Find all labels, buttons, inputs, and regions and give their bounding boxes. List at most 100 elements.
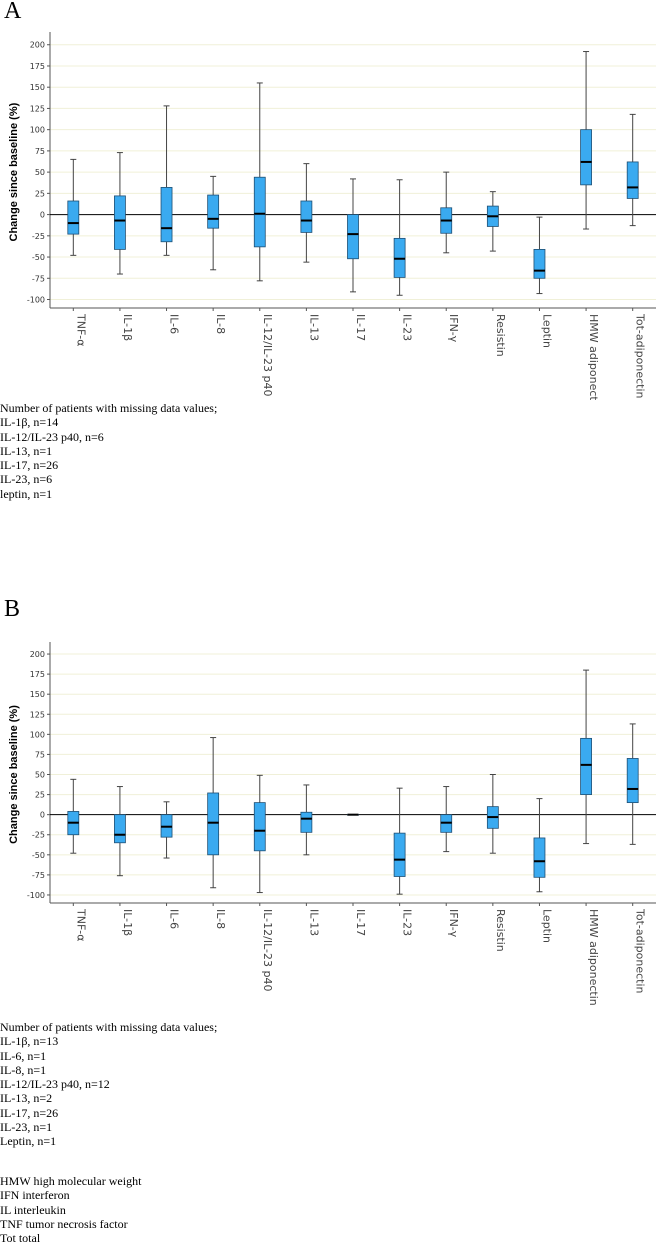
panel-letter-b: B (4, 596, 21, 622)
y-tick-label: 50 (35, 168, 45, 177)
notes-b: Number of patients with missing data val… (0, 1020, 217, 1149)
notes-b-line: IL-13, n=2 (0, 1091, 53, 1106)
box-2 (114, 152, 126, 275)
x-tick-label: Resistin (494, 314, 507, 357)
box-iqr (207, 194, 220, 229)
notes-b-line: IL-12/IL-23 p40, n=12 (0, 1077, 110, 1092)
x-tick-label: Leptin (540, 909, 553, 943)
notes-b-line: IL-6, n=1 (0, 1048, 47, 1063)
x-tick-label: IL-12/IL-23 p40 (261, 314, 274, 396)
x-tick-label: IL-13 (307, 314, 320, 341)
y-tick-label: 25 (35, 189, 45, 198)
box-iqr (114, 814, 126, 844)
box-iqr (253, 802, 266, 852)
y-tick-label: 0 (40, 211, 45, 220)
box-6 (300, 163, 313, 263)
x-tick-label: Resistin (494, 909, 507, 952)
box-10 (486, 191, 499, 252)
abbreviation-line: HMW high molecular weight (0, 1174, 142, 1188)
y-axis-label: Change since baseline (%) (8, 705, 20, 844)
notes-a-line: IL-13, n=1 (0, 443, 53, 458)
y-tick-label: 150 (30, 83, 45, 92)
box-iqr (580, 129, 592, 186)
x-tick-label: IL-1β (121, 314, 134, 341)
box-7 (347, 178, 359, 293)
box-iqr (626, 161, 639, 199)
abbreviation-line: Tot total (0, 1231, 41, 1245)
box-12 (580, 51, 592, 230)
notes-b-line: IL-17, n=26 (0, 1105, 59, 1120)
box-iqr (207, 792, 220, 856)
y-tick-label: 200 (30, 41, 45, 50)
notes-a-line: IL-1β, n=14 (0, 415, 59, 430)
box-9 (440, 786, 453, 853)
box-1 (67, 778, 80, 854)
abbreviation-line: IFN interferon (0, 1188, 70, 1203)
abbreviation-line: TNF tumor necrosis factor (0, 1216, 128, 1231)
y-tick-label: 0 (40, 811, 45, 820)
x-tick-label: IL-13 (307, 909, 320, 936)
x-tick-label: IL-12/IL-23 p40 (261, 909, 274, 991)
x-tick-label: IL-6 (168, 314, 181, 334)
box-6 (300, 784, 313, 856)
box-plot-a: -100 -75 -50 -25 0 25 50 75 100 125 150 175 200 Chang… (8, 32, 656, 400)
y-tick-label: 175 (30, 670, 45, 679)
box-iqr (580, 737, 592, 795)
y-tick-label: -50 (32, 253, 45, 262)
x-tick-label: IL-23 (401, 314, 414, 341)
notes-a-line: IL-23, n=6 (0, 472, 53, 487)
y-tick-label: 100 (30, 126, 45, 135)
x-tick-label: Tot-adiponectin (634, 908, 647, 994)
box-8 (393, 787, 406, 895)
abbreviations: HMW high molecular weight IFN interferon… (0, 1174, 141, 1245)
x-tick-label: IFN-γ (447, 314, 460, 343)
x-tick-label: IL-8 (214, 314, 227, 334)
notes-b-line: IL-1β, n=13 (0, 1034, 59, 1049)
abbreviation-line: IL interleukin (0, 1202, 66, 1217)
x-tick-label: IL-17 (354, 909, 367, 936)
notes-a-line: leptin, n=1 (0, 486, 53, 501)
y-axis-label: Change since baseline (%) (8, 102, 20, 241)
box-11 (533, 216, 546, 295)
notes-a-line: IL-12/IL-23 p40, n=6 (0, 429, 104, 444)
y-tick-label: 200 (30, 650, 45, 659)
box-4 (207, 175, 220, 271)
y-tick-label: 100 (30, 730, 45, 739)
y-tick-label: -75 (32, 871, 45, 880)
x-tick-label: IL-1β (121, 909, 134, 936)
box-8 (393, 179, 406, 296)
box-7 (347, 813, 359, 816)
box-iqr (253, 176, 266, 248)
box-iqr (393, 832, 406, 877)
y-tick-label: 125 (30, 710, 45, 719)
box-iqr (160, 187, 173, 243)
box-iqr (300, 200, 313, 233)
box-5 (253, 774, 266, 894)
box-iqr (114, 195, 126, 250)
box-4 (207, 737, 220, 889)
notes-b-line: IL-23, n=1 (0, 1120, 53, 1135)
box-iqr (67, 200, 80, 235)
y-tick-label: -50 (32, 851, 45, 860)
y-tick-label: -25 (32, 232, 45, 241)
notes-b-heading: Number of patients with missing data val… (0, 1020, 218, 1034)
x-tick-label: Tot-adiponectin (634, 313, 647, 399)
notes-a-heading: Number of patients with missing data val… (0, 401, 218, 415)
notes-b-line: Leptin, n=1 (0, 1134, 57, 1149)
box-13 (626, 723, 639, 845)
y-tick-label: 75 (35, 750, 45, 759)
box-13 (626, 113, 639, 227)
box-2 (114, 786, 126, 877)
box-iqr (533, 837, 546, 878)
box-3 (160, 105, 173, 256)
y-tick-label: 25 (35, 791, 45, 800)
x-tick-label: HMW adiponectin (587, 314, 600, 400)
x-tick-label: IL-23 (401, 909, 414, 936)
x-tick-label: IL-6 (168, 909, 181, 929)
y-tick-label: 75 (35, 147, 45, 156)
box-9 (440, 171, 453, 254)
box-5 (253, 82, 266, 282)
box-iqr (347, 214, 359, 260)
y-tick-label: 175 (30, 62, 45, 71)
y-tick-label: -75 (32, 274, 45, 283)
